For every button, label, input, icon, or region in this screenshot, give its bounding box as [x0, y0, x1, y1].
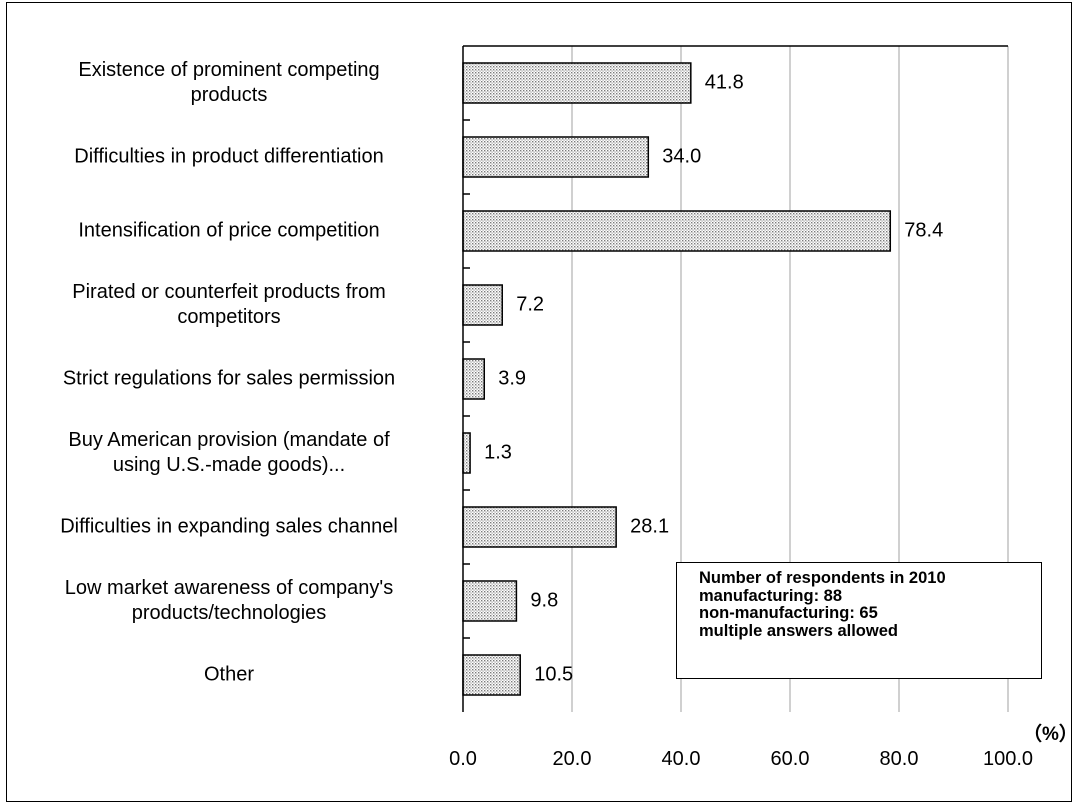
bar — [462, 432, 471, 474]
category-label: Low market awareness of company's produc… — [64, 577, 394, 624]
info-line: Number of respondents in 2010 — [699, 569, 946, 587]
category-label: Difficulties in product differentiation — [74, 145, 384, 168]
bar-value-label: 9.8 — [530, 589, 559, 612]
x-tick-label: 40.0 — [661, 748, 701, 770]
category-label: Strict regulations for sales permission — [62, 367, 396, 390]
axes — [462, 45, 1008, 712]
bar-value-label: 7.2 — [516, 293, 545, 316]
bar — [462, 654, 521, 696]
category-label: Pirated or counterfeit products from com… — [72, 281, 386, 328]
bar-value-label: 1.3 — [484, 441, 512, 464]
bar — [462, 210, 892, 252]
bar — [462, 62, 692, 104]
category-label: Existence of prominent competing product… — [78, 59, 380, 106]
bar — [462, 358, 486, 400]
bar — [462, 284, 503, 326]
bar-value-label: 78.4 — [904, 219, 944, 242]
category-label: Difficulties in expanding sales channel — [60, 515, 398, 538]
info-line: manufacturing: 88 — [699, 586, 843, 605]
bar-value-label: 10.5 — [534, 663, 574, 686]
bar-value-label: 28.1 — [630, 515, 670, 538]
bar — [462, 580, 518, 622]
info-line: non-manufacturing: 65 — [699, 604, 878, 622]
category-label: Other — [203, 663, 255, 686]
category-label: Intensification of price competition — [78, 219, 380, 242]
category-label: Buy American provision (mandate of using… — [68, 429, 390, 476]
x-tick-label: 100.0 — [982, 748, 1034, 770]
bar-value-label: 3.9 — [498, 367, 527, 390]
bar-value-label: 34.0 — [662, 145, 702, 168]
info-line: multiple answers allowed — [699, 621, 898, 640]
bar-chart-svg — [462, 45, 1009, 712]
bar — [462, 506, 617, 548]
x-tick-label: 80.0 — [879, 748, 919, 770]
x-tick-label: 20.0 — [552, 748, 592, 770]
respondents-info-box: Number of respondents in 2010 manufactur… — [676, 562, 1042, 679]
bar — [462, 136, 650, 178]
chart-frame: 0.0 20.0 40.0 60.0 80.0 100.0 41.8 Existence of… — [6, 2, 1076, 802]
x-axis-unit-label: （%） — [1023, 724, 1076, 745]
x-tick-label: 60.0 — [770, 748, 810, 770]
bar-value-label: 41.8 — [704, 71, 744, 94]
x-tick-label: 0.0 — [449, 748, 477, 770]
